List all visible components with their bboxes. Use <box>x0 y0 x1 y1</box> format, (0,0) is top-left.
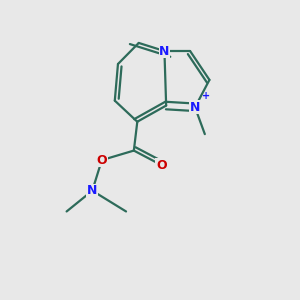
Text: N: N <box>159 44 170 58</box>
Text: N: N <box>190 101 200 114</box>
Text: +: + <box>202 91 210 101</box>
Text: O: O <box>156 158 166 172</box>
Text: N: N <box>87 184 98 197</box>
Text: O: O <box>97 154 107 166</box>
